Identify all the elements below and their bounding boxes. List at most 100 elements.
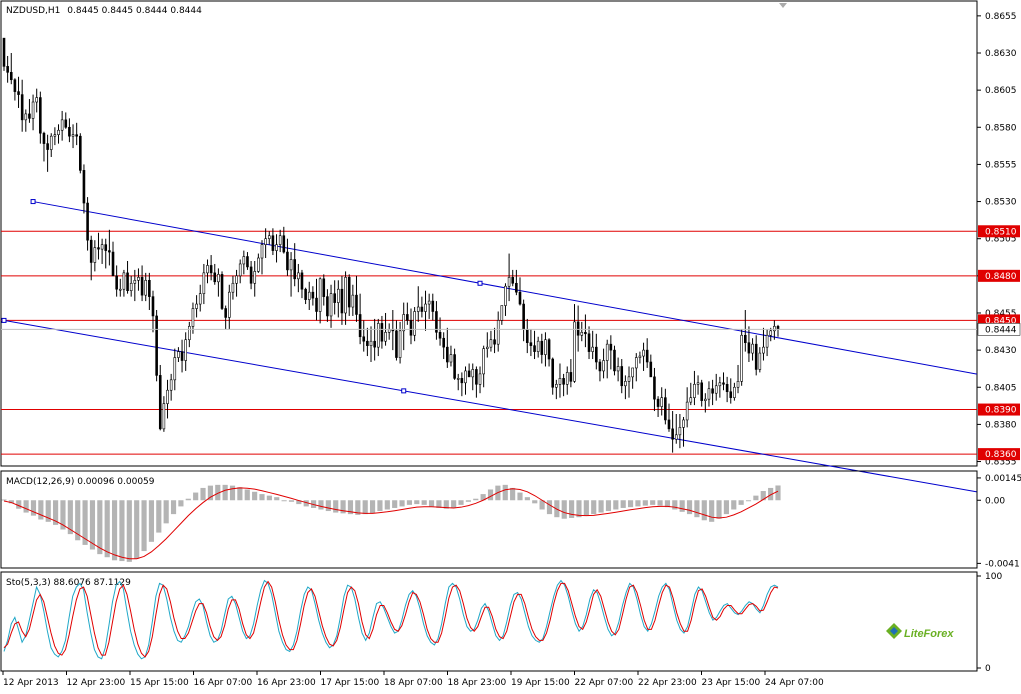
candle-body bbox=[220, 274, 224, 309]
level-label-box bbox=[978, 403, 1020, 416]
candle-body bbox=[416, 306, 420, 312]
candle-body bbox=[347, 277, 351, 308]
candle-body bbox=[471, 369, 475, 378]
candle-body bbox=[180, 351, 184, 361]
candle-body bbox=[264, 238, 267, 245]
candle-body bbox=[431, 300, 435, 312]
stochastic-y-axis: 100 0 bbox=[977, 572, 1002, 674]
channel-anchor[interactable] bbox=[477, 280, 483, 286]
macd-bar bbox=[384, 500, 390, 510]
macd-bar bbox=[369, 500, 376, 514]
candle-body bbox=[653, 376, 656, 400]
stochastic-main-polyline bbox=[3, 579, 779, 660]
liteforex-logo: LiteForex bbox=[886, 623, 954, 640]
candle-body bbox=[638, 355, 642, 358]
time-tick-label: 22 Apr 23:00 bbox=[638, 678, 697, 688]
candle-body bbox=[129, 282, 133, 291]
candle-body bbox=[642, 349, 645, 357]
candle-body bbox=[743, 334, 747, 343]
macd-pane-title: MACD(12,26,9) 0.00096 0.00059 bbox=[6, 477, 155, 487]
ohlc-readout: 0.8445 0.8445 0.8444 0.8444 bbox=[67, 6, 202, 16]
candle-body bbox=[300, 272, 304, 290]
candle-body bbox=[424, 303, 427, 312]
candle-body bbox=[260, 244, 264, 259]
macd-bar bbox=[613, 500, 619, 510]
macd-bar bbox=[377, 500, 383, 512]
candle-body bbox=[35, 97, 39, 103]
candle-body bbox=[707, 388, 711, 400]
candle-body bbox=[373, 340, 376, 348]
channel-line-lower[interactable] bbox=[3, 319, 978, 493]
candle-body bbox=[645, 349, 649, 363]
macd-bar bbox=[598, 500, 604, 513]
candle-body bbox=[682, 419, 685, 428]
candle-body bbox=[202, 272, 206, 294]
candle-body bbox=[57, 129, 60, 136]
macd-bar bbox=[650, 500, 656, 505]
candle-body bbox=[286, 251, 289, 271]
candle-body bbox=[624, 381, 627, 387]
candle-body bbox=[562, 378, 565, 385]
candle-body bbox=[518, 291, 522, 305]
macd-bar bbox=[97, 500, 103, 555]
candle-body bbox=[515, 282, 518, 293]
macd-bar bbox=[362, 500, 368, 515]
candle-body bbox=[693, 383, 696, 398]
macd-bar bbox=[237, 487, 243, 501]
channel-anchor[interactable] bbox=[30, 199, 36, 205]
candle-body bbox=[765, 334, 769, 348]
stochastic-pane-title: Sto(5,3,3) 88.6076 87.1129 bbox=[6, 578, 131, 588]
stochastic-pane-frame bbox=[0, 571, 978, 672]
macd-bar bbox=[141, 500, 147, 552]
macd-bar bbox=[30, 500, 37, 516]
candle-body bbox=[605, 343, 609, 361]
candle-body bbox=[253, 271, 257, 284]
candle-body bbox=[398, 330, 402, 358]
macd-bar bbox=[473, 498, 479, 501]
channel-anchor[interactable] bbox=[401, 388, 407, 394]
candle-body bbox=[49, 135, 53, 150]
macd-bar bbox=[414, 500, 420, 505]
price-tick-label: 0.8605 bbox=[985, 86, 1017, 96]
candle-body bbox=[685, 401, 689, 421]
macd-bar bbox=[664, 500, 671, 508]
candle-body bbox=[257, 257, 260, 272]
candle-body bbox=[438, 331, 442, 339]
price-tick-label: 0.8455 bbox=[985, 309, 1017, 319]
candle-body bbox=[24, 113, 28, 121]
time-axis: 12 Apr 2013 12 Apr 23:00 15 Apr 15:00 16 Ap… bbox=[2, 671, 824, 688]
price-pane-frame bbox=[0, 0, 978, 467]
time-tick-label: 22 Apr 07:00 bbox=[575, 678, 634, 688]
macd-bar bbox=[134, 500, 140, 559]
candle-body bbox=[671, 428, 674, 440]
macd-bar bbox=[487, 489, 494, 501]
level-label: 0.8450 bbox=[985, 316, 1017, 326]
channel-anchor[interactable] bbox=[1, 317, 7, 323]
candle-body bbox=[475, 369, 478, 385]
candle-body bbox=[449, 354, 453, 363]
macd-pane-frame bbox=[0, 470, 978, 569]
macd-bar bbox=[768, 487, 774, 501]
macd-bar bbox=[193, 492, 199, 501]
chart-shift-marker-icon[interactable] bbox=[779, 3, 787, 8]
time-tick-label: 24 Apr 07:00 bbox=[765, 678, 824, 688]
level-label-box bbox=[978, 448, 1020, 461]
candle-body bbox=[620, 366, 624, 387]
candle-body bbox=[166, 389, 169, 404]
candle-body bbox=[616, 366, 620, 372]
macd-histogram bbox=[1, 484, 781, 562]
candle-body bbox=[53, 134, 57, 137]
candle-body bbox=[2, 37, 6, 67]
macd-bar bbox=[546, 500, 553, 515]
candle-body bbox=[46, 143, 49, 150]
macd-tick-label: -0.0041 bbox=[985, 559, 1020, 569]
macd-bar bbox=[355, 500, 361, 515]
candle-body bbox=[718, 382, 722, 387]
candle-body bbox=[595, 346, 598, 363]
candle-body bbox=[315, 297, 318, 312]
price-pane-title: NZDUSD,H1 0.8445 0.8445 0.8444 0.8444 bbox=[6, 6, 202, 16]
macd-bar bbox=[340, 500, 346, 514]
candle-body bbox=[9, 72, 13, 81]
candle-body bbox=[598, 361, 602, 372]
